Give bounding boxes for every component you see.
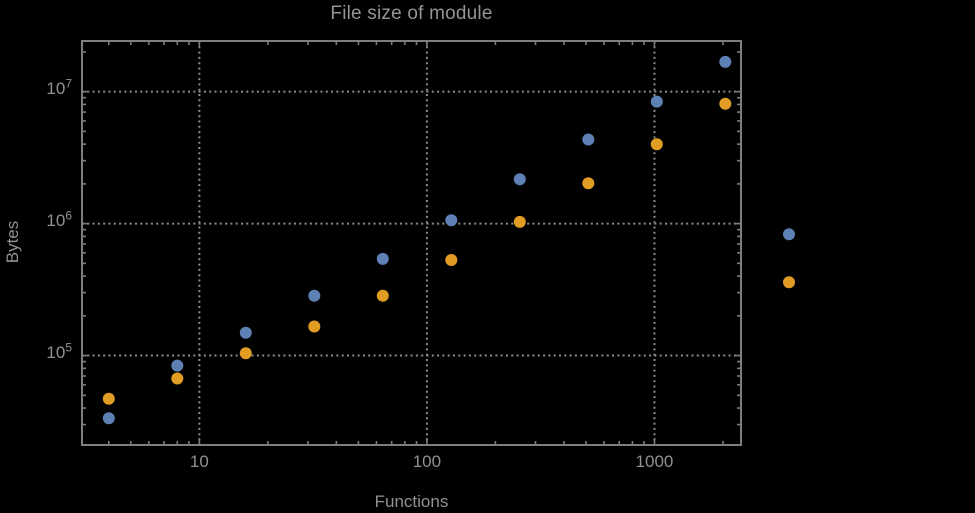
- y-tick-label: 106: [46, 207, 72, 230]
- data-point-series-1: [650, 95, 663, 108]
- data-point-series-2: [719, 97, 732, 110]
- y-tick-label: 107: [46, 75, 72, 98]
- data-point-series-1: [102, 412, 115, 425]
- data-point-series-2: [513, 215, 526, 228]
- plot-frame: [81, 40, 742, 446]
- data-point-series-1: [376, 252, 389, 265]
- data-point-series-1: [719, 55, 732, 68]
- data-point-series-1: [513, 173, 526, 186]
- x-tick-label: 10: [189, 452, 209, 471]
- data-point-series-2: [308, 320, 321, 333]
- data-point-series-2: [102, 392, 115, 405]
- data-point-series-1: [239, 326, 252, 339]
- x-tick-label: 100: [412, 452, 442, 471]
- chart-title: File size of module: [330, 3, 493, 24]
- x-tick-label: 1000: [635, 452, 674, 471]
- data-point-series-1: [308, 289, 321, 302]
- data-point-series-2: [650, 138, 663, 151]
- data-point-series-2: [445, 254, 458, 266]
- x-axis-label: Functions: [374, 492, 449, 511]
- data-point-series-1: [582, 133, 595, 146]
- data-point-series-1: [171, 359, 184, 372]
- data-point-series-2: [171, 372, 184, 385]
- data-point-series-2: [783, 276, 795, 289]
- y-tick-label: 105: [46, 339, 72, 362]
- data-point-series-1: [783, 228, 795, 241]
- data-point-series-2: [582, 177, 595, 190]
- data-point-series-2: [239, 347, 252, 360]
- data-point-series-1: [445, 214, 458, 227]
- data-point-series-2: [376, 289, 389, 302]
